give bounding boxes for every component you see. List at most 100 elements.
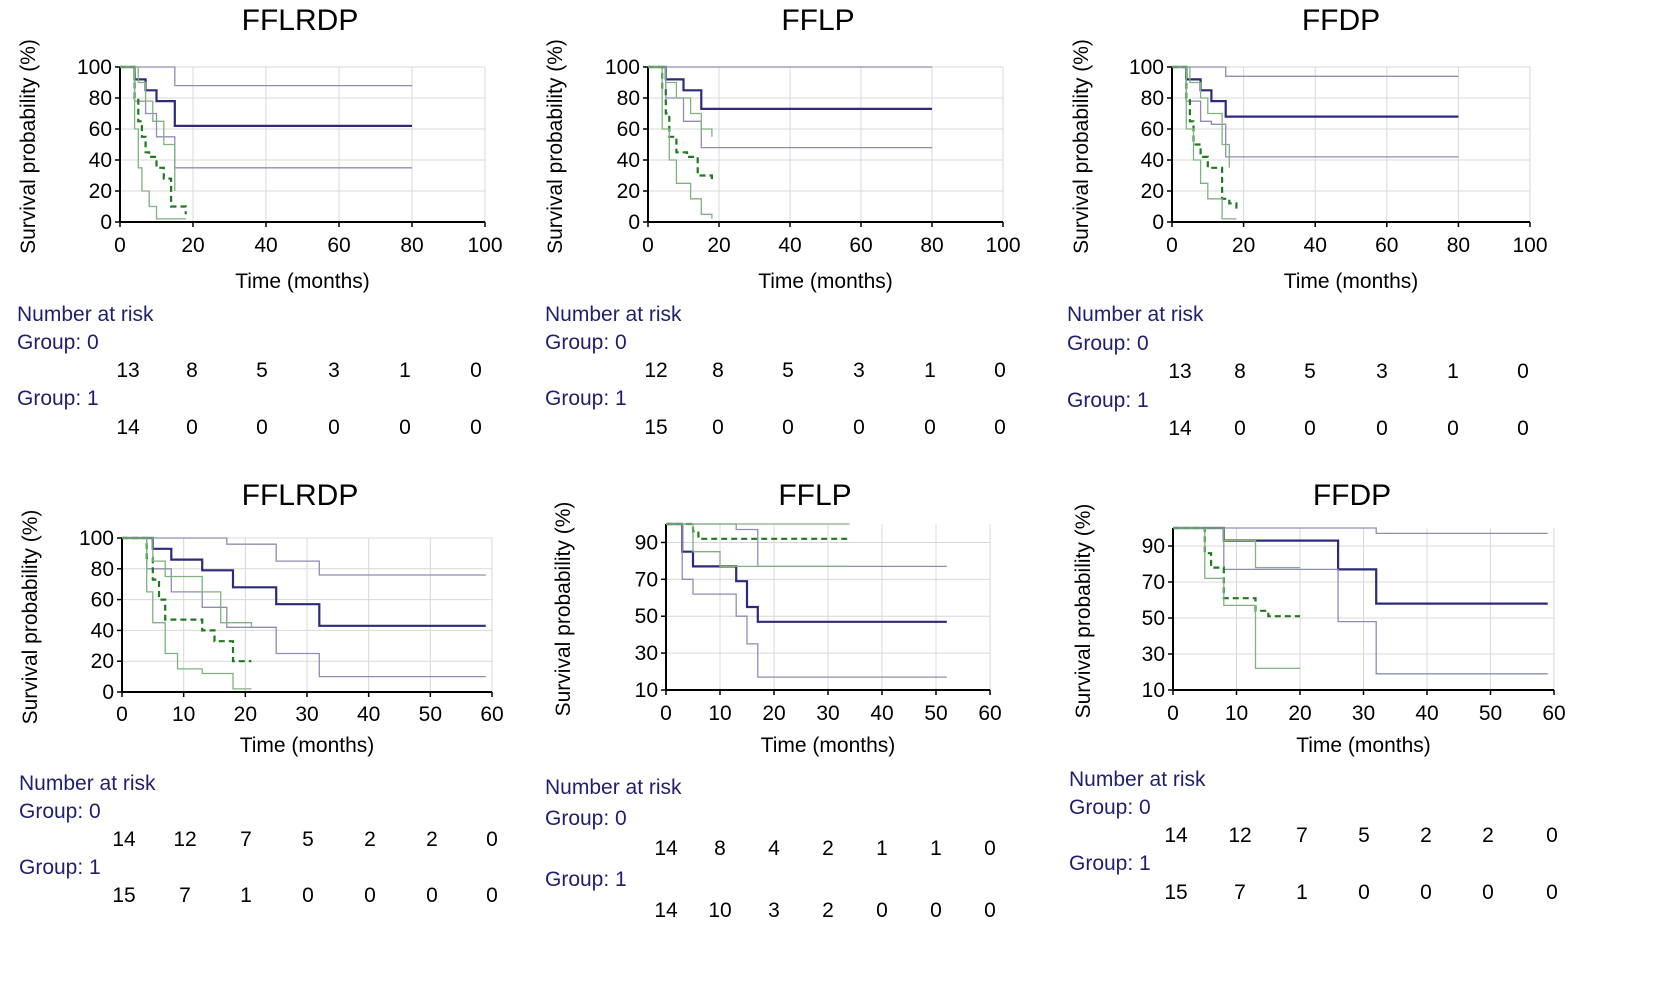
risk-value-group0: 8 xyxy=(714,837,726,860)
risk-value-group0: 12 xyxy=(173,828,196,851)
y-tick-label: 80 xyxy=(617,87,640,110)
risk-table-header: Number at risk xyxy=(17,303,154,326)
risk-value-group1: 0 xyxy=(930,899,942,922)
y-tick-label: 20 xyxy=(89,180,112,203)
risk-group0-label: Group: 0 xyxy=(19,800,101,823)
x-tick-label: 100 xyxy=(1512,234,1547,257)
x-tick-label: 80 xyxy=(920,234,943,257)
risk-value-group1: 0 xyxy=(256,416,268,439)
y-tick-label: 80 xyxy=(1141,87,1164,110)
risk-value-group0: 5 xyxy=(256,359,268,382)
risk-value-group0: 0 xyxy=(984,837,996,860)
x-tick-label: 20 xyxy=(1288,702,1311,725)
y-axis-label: Survival probability (%) xyxy=(1070,39,1093,254)
chart-title: FFLP xyxy=(781,4,854,37)
y-tick-label: 50 xyxy=(1142,607,1165,630)
y-tick-label: 30 xyxy=(635,642,658,665)
x-tick-label: 20 xyxy=(181,234,204,257)
x-tick-label: 0 xyxy=(1167,702,1179,725)
group0-ci-curve-2 xyxy=(666,523,947,678)
x-tick-label: 40 xyxy=(357,703,380,726)
y-tick-label: 0 xyxy=(102,681,114,704)
risk-value-group1: 0 xyxy=(1420,881,1432,904)
x-tick-label: 60 xyxy=(1542,702,1565,725)
risk-value-group1: 14 xyxy=(654,899,678,922)
x-tick-label: 60 xyxy=(849,234,872,257)
risk-value-group1: 0 xyxy=(302,884,314,907)
y-tick-label: 70 xyxy=(635,568,658,591)
x-tick-label: 10 xyxy=(708,702,731,725)
group0-ci-curve-1 xyxy=(1173,527,1548,535)
group0-ci-curve-1 xyxy=(120,66,412,87)
risk-value-group0: 1 xyxy=(924,359,936,382)
x-tick-label: 40 xyxy=(1304,234,1327,257)
x-tick-label: 30 xyxy=(1352,702,1375,725)
group1-ci-curve-5 xyxy=(666,523,850,568)
x-tick-label: 30 xyxy=(295,703,318,726)
group1-ci-curve-4 xyxy=(1173,527,1300,569)
x-axis-label: Time (months) xyxy=(1296,734,1431,757)
y-axis-label: Survival probability (%) xyxy=(1072,504,1095,719)
group0-ci-curve-2 xyxy=(1173,527,1548,675)
risk-table-header: Number at risk xyxy=(545,776,682,799)
risk-value-group1: 14 xyxy=(1168,417,1192,440)
x-tick-label: 0 xyxy=(642,234,654,257)
risk-table-header: Number at risk xyxy=(19,772,156,795)
group1-ci-curve-5 xyxy=(122,537,252,690)
risk-value-group1: 0 xyxy=(1517,417,1529,440)
risk-value-group0: 13 xyxy=(1168,360,1191,383)
x-tick-label: 0 xyxy=(116,703,128,726)
x-tick-label: 80 xyxy=(400,234,423,257)
risk-table-header: Number at risk xyxy=(1067,303,1204,326)
y-tick-label: 40 xyxy=(1141,149,1164,172)
y-tick-label: 20 xyxy=(91,650,114,673)
risk-value-group0: 0 xyxy=(470,359,482,382)
risk-value-group1: 0 xyxy=(1234,417,1246,440)
risk-value-group0: 1 xyxy=(876,837,888,860)
risk-group1-label: Group: 1 xyxy=(1067,389,1149,412)
risk-value-group1: 0 xyxy=(782,416,794,439)
risk-table-header: Number at risk xyxy=(1069,768,1206,791)
x-tick-label: 30 xyxy=(816,702,839,725)
x-tick-label: 60 xyxy=(327,234,350,257)
risk-value-group1: 1 xyxy=(240,884,252,907)
risk-value-group0: 3 xyxy=(853,359,865,382)
x-tick-label: 40 xyxy=(778,234,801,257)
risk-value-group1: 15 xyxy=(112,884,135,907)
y-tick-label: 100 xyxy=(1129,56,1164,79)
x-tick-label: 0 xyxy=(114,234,126,257)
chart-title: FFLRDP xyxy=(242,479,359,512)
risk-value-group1: 1 xyxy=(1296,881,1308,904)
risk-value-group0: 0 xyxy=(1546,824,1558,847)
chart-title: FFDP xyxy=(1313,479,1391,512)
y-axis-label: Survival probability (%) xyxy=(544,39,567,254)
y-axis-label: Survival probability (%) xyxy=(17,39,40,254)
x-tick-label: 40 xyxy=(254,234,277,257)
risk-value-group0: 2 xyxy=(364,828,376,851)
x-tick-label: 50 xyxy=(924,702,947,725)
group1-survival-curve-3 xyxy=(120,65,187,215)
y-tick-label: 0 xyxy=(100,211,112,234)
risk-table-header: Number at risk xyxy=(545,303,682,326)
risk-value-group1: 15 xyxy=(644,416,667,439)
y-tick-label: 30 xyxy=(1142,643,1165,666)
y-tick-label: 0 xyxy=(1152,211,1164,234)
risk-value-group1: 7 xyxy=(179,884,191,907)
risk-value-group0: 5 xyxy=(1304,360,1316,383)
risk-value-group0: 5 xyxy=(1358,824,1370,847)
group0-survival-curve-0 xyxy=(1173,526,1548,605)
risk-value-group1: 0 xyxy=(186,416,198,439)
risk-value-group0: 8 xyxy=(712,359,724,382)
x-axis-label: Time (months) xyxy=(758,270,893,293)
group0-ci-curve-1 xyxy=(666,523,947,568)
x-tick-label: 10 xyxy=(1225,702,1248,725)
risk-value-group1: 0 xyxy=(470,416,482,439)
risk-value-group1: 14 xyxy=(116,416,140,439)
risk-group0-label: Group: 0 xyxy=(1067,332,1149,355)
risk-value-group0: 3 xyxy=(328,359,340,382)
group1-ci-curve-5 xyxy=(1173,527,1300,670)
y-tick-label: 40 xyxy=(91,619,114,642)
y-tick-label: 90 xyxy=(1142,535,1165,558)
risk-value-group1: 0 xyxy=(924,416,936,439)
